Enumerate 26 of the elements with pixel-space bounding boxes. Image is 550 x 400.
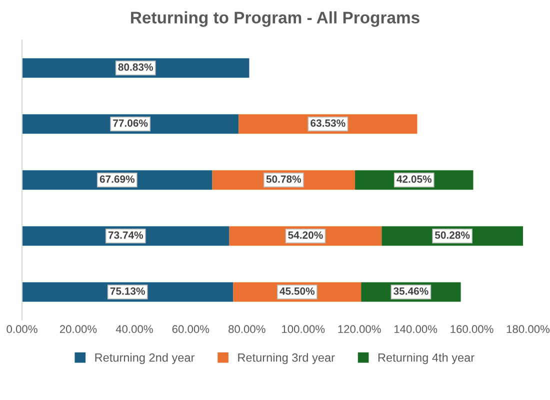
legend-label: Returning 3rd year <box>238 353 335 364</box>
data-label: 63.53% <box>310 119 346 127</box>
chart-title: Returning to Program - All Programs <box>131 11 420 27</box>
x-tick-label: 60.00% <box>172 325 210 334</box>
legend-label: Returning 4th year <box>378 353 474 364</box>
x-tick-label: 160.00% <box>450 325 494 334</box>
x-tick-label: 140.00% <box>394 325 438 334</box>
data-label: 42.05% <box>396 175 432 183</box>
legend-label: Returning 2nd year <box>95 353 195 364</box>
x-tick-label: 0.00% <box>6 325 38 334</box>
data-label: 80.83% <box>118 63 153 71</box>
data-label: 73.74% <box>108 231 144 239</box>
x-tick-label: 80.00% <box>228 325 266 334</box>
data-label: 75.13% <box>110 287 145 295</box>
data-label: 77.06% <box>113 119 148 127</box>
x-tick-label: 40.00% <box>116 325 153 334</box>
data-label: 67.69% <box>100 175 135 183</box>
data-label: 45.50% <box>280 287 315 295</box>
data-label: 35.46% <box>394 287 428 295</box>
x-tick-label: 100.00% <box>282 325 325 334</box>
x-tick-label: 180.00% <box>506 325 550 334</box>
data-label: 50.28% <box>434 231 470 239</box>
data-label: 50.78% <box>266 175 302 183</box>
x-tick-label: 120.00% <box>338 325 381 334</box>
x-tick-label: 20.00% <box>60 325 97 334</box>
data-label: 54.20% <box>288 231 323 239</box>
